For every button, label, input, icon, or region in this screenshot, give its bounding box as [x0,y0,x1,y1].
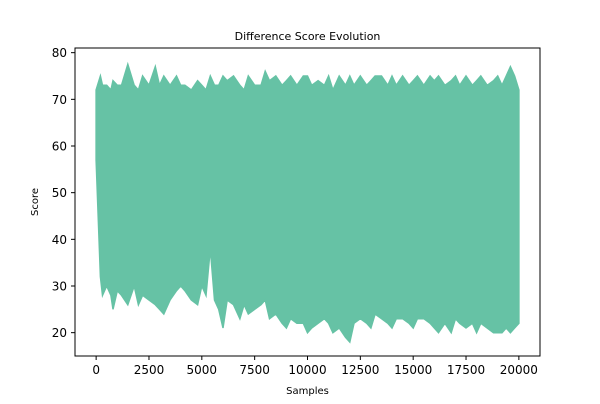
x-tick-label: 20000 [500,363,538,377]
x-axis: 0 2500 5000 7500 10000 12500 15000 17500 20000 [92,356,538,377]
x-tick-label: 0 [92,363,100,377]
y-tick-label: 40 [52,233,67,247]
y-tick-label: 70 [52,93,67,107]
x-tick-label: 2500 [134,363,165,377]
y-tick-label: 80 [52,46,67,60]
y-axis-label: Score [30,188,41,216]
x-tick-label: 5000 [187,363,218,377]
x-tick-label: 10000 [288,363,326,377]
x-tick-label: 15000 [394,363,432,377]
chart-title: Difference Score Evolution [235,30,381,43]
y-tick-label: 60 [52,140,67,154]
y-axis: 20 30 40 50 60 70 80 [52,46,75,340]
y-tick-label: 30 [52,280,67,294]
y-tick-label: 50 [52,186,67,200]
plot-area [95,61,520,344]
x-tick-label: 17500 [447,363,485,377]
x-axis-label: Samples [286,386,329,397]
x-tick-label: 12500 [341,363,379,377]
y-tick-label: 20 [52,326,67,340]
x-tick-label: 7500 [239,363,270,377]
series-line-0 [95,61,520,344]
